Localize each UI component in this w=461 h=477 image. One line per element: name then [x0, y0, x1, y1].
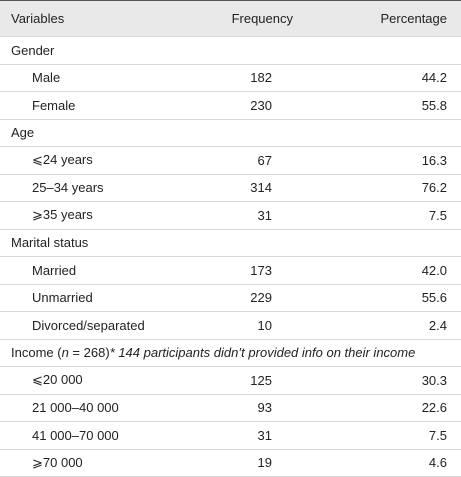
percentage: 16.3 [422, 147, 447, 174]
percentage: 7.5 [429, 202, 447, 229]
group-label: Income (n = 268)* 144 participants didn’… [11, 340, 415, 367]
variable: ⩾35 years [32, 202, 93, 229]
variable: 41 000–70 000 [32, 422, 119, 449]
label-part: * 144 participants didn’t provided info … [110, 345, 416, 360]
header-cell: Percentage [381, 1, 448, 36]
label-part: Marital status [11, 235, 88, 250]
group-row: Gender [0, 37, 461, 65]
frequency: 67 [258, 147, 272, 174]
percentage: 7.5 [429, 422, 447, 449]
header-row: Variables Frequency Percentage [0, 0, 461, 37]
header-cell: Variables [11, 1, 64, 36]
data-row: 21 000–40 000 93 22.6 [0, 395, 461, 423]
group-label: Gender [11, 37, 54, 64]
data-row: ⩾70 000 19 4.6 [0, 450, 461, 477]
variable: 25–34 years [32, 175, 104, 202]
percentage: 22.6 [422, 395, 447, 422]
percentage: 55.8 [422, 92, 447, 119]
variable: Female [32, 92, 75, 119]
frequency: 31 [258, 202, 272, 229]
data-row: ⩾35 years 31 7.5 [0, 202, 461, 230]
frequency: 31 [258, 422, 272, 449]
data-row: Male 182 44.2 [0, 65, 461, 93]
data-row: 25–34 years 314 76.2 [0, 175, 461, 203]
data-row: Female 230 55.8 [0, 92, 461, 120]
frequency: 10 [258, 312, 272, 339]
variable: Married [32, 257, 76, 284]
variable: ⩽20 000 [32, 367, 83, 394]
frequency: 19 [258, 450, 272, 477]
data-row: ⩽20 000 125 30.3 [0, 367, 461, 395]
label-part: Gender [11, 43, 54, 58]
group-label: Age [11, 120, 34, 147]
frequency: 229 [250, 285, 272, 312]
variable: Unmarried [32, 285, 93, 312]
percentage: 4.6 [429, 450, 447, 477]
percentage: 30.3 [422, 367, 447, 394]
variable: 21 000–40 000 [32, 395, 119, 422]
percentage: 44.2 [422, 65, 447, 92]
percentage: 42.0 [422, 257, 447, 284]
percentage: 55.6 [422, 285, 447, 312]
data-row: Married 173 42.0 [0, 257, 461, 285]
frequency: 125 [250, 367, 272, 394]
variable: ⩾70 000 [32, 450, 83, 477]
label-part: Age [11, 125, 34, 140]
label-part: Income ( [11, 345, 62, 360]
frequency: 314 [250, 175, 272, 202]
variable: Divorced/separated [32, 312, 145, 339]
group-row: Age [0, 120, 461, 148]
header-cell: Frequency [232, 1, 293, 36]
data-row: 41 000–70 000 31 7.5 [0, 422, 461, 450]
label-part: = 268) [69, 345, 110, 360]
frequency: 93 [258, 395, 272, 422]
frequency: 173 [250, 257, 272, 284]
variable: ⩽24 years [32, 147, 93, 174]
frequency: 230 [250, 92, 272, 119]
data-row: Divorced/separated 10 2.4 [0, 312, 461, 340]
label-part: n [62, 345, 69, 360]
group-row: Income (n = 268)* 144 participants didn’… [0, 340, 461, 368]
group-label: Marital status [11, 230, 88, 257]
data-row: ⩽24 years 67 16.3 [0, 147, 461, 175]
group-row: Marital status [0, 230, 461, 258]
percentage: 76.2 [422, 175, 447, 202]
variable: Male [32, 65, 60, 92]
percentage: 2.4 [429, 312, 447, 339]
data-row: Unmarried 229 55.6 [0, 285, 461, 313]
frequency: 182 [250, 65, 272, 92]
